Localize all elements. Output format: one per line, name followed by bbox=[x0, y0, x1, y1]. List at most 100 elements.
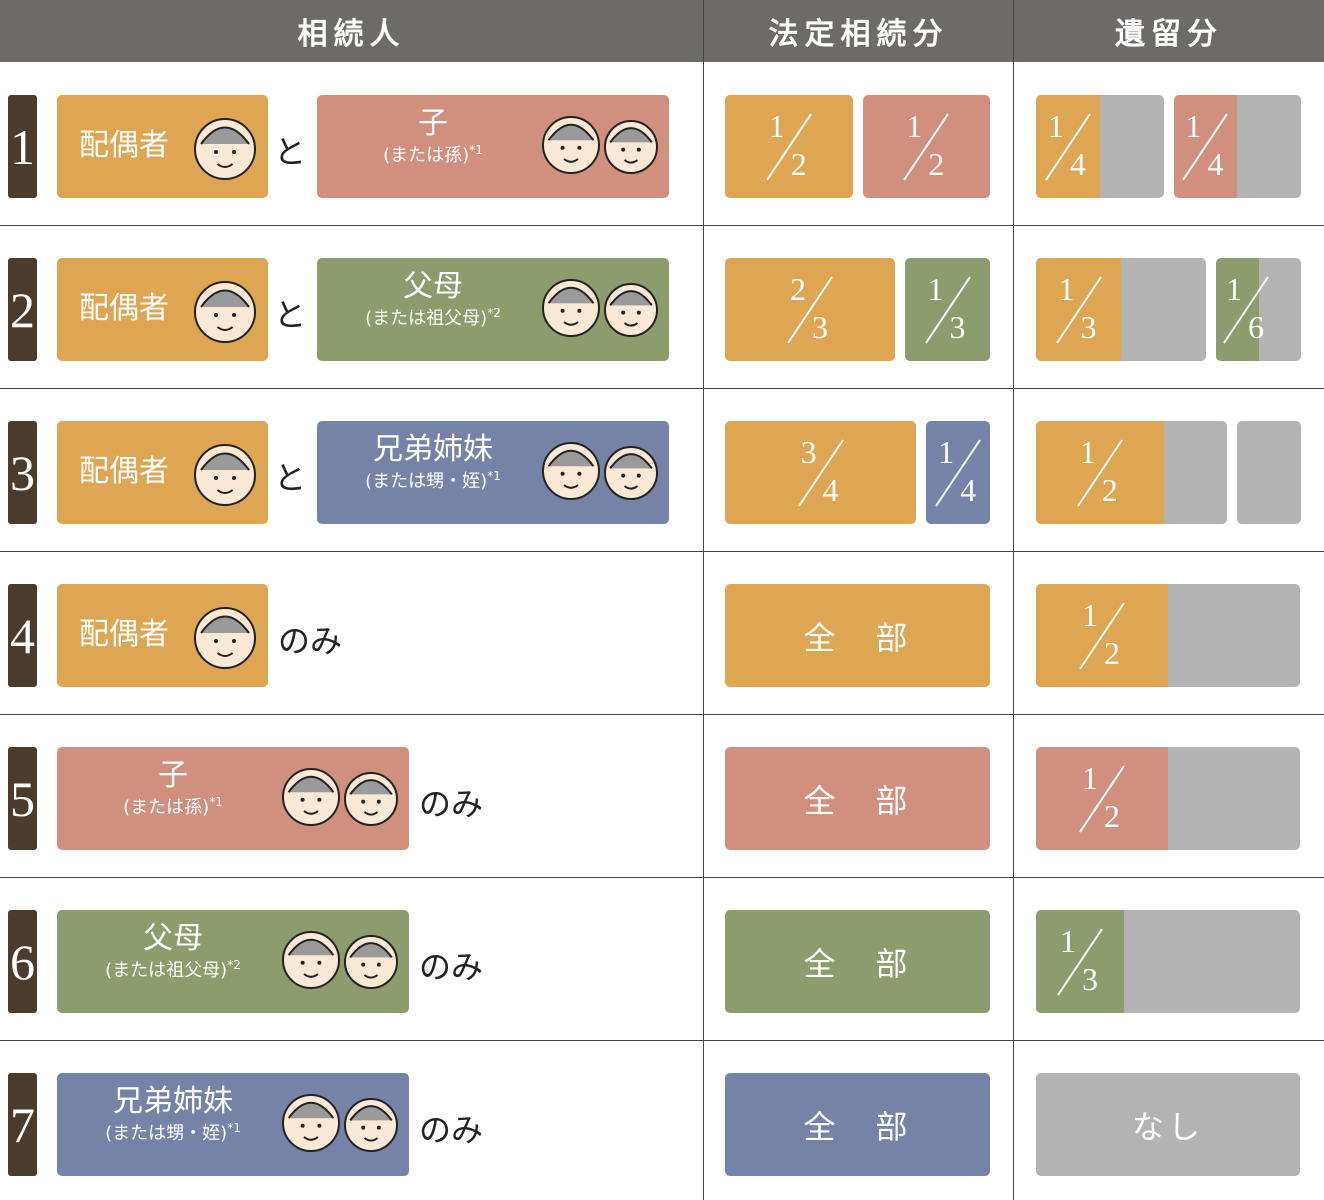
icon-part bbox=[636, 310, 641, 315]
fraction-slash bbox=[1057, 928, 1103, 996]
icon-part bbox=[200, 615, 250, 634]
icon-part bbox=[621, 473, 626, 478]
heir-box: 父母 (または祖父母)*2 bbox=[317, 258, 669, 361]
header-legal: 法定相続分 bbox=[704, 0, 1013, 62]
heir-note-text: (または祖父母) bbox=[105, 960, 228, 981]
icon-part bbox=[232, 476, 236, 480]
icon-part bbox=[349, 1105, 393, 1121]
row-line bbox=[0, 225, 1324, 226]
connector: のみ bbox=[419, 1111, 484, 1149]
heir-box: 兄弟姉妹 (または甥・姪)*1 bbox=[57, 1073, 409, 1176]
connector: のみ bbox=[419, 948, 484, 986]
icon-part bbox=[1076, 439, 1123, 507]
numerator: 1 bbox=[938, 434, 955, 470]
heir-note-text: (または甥・姪) bbox=[365, 471, 488, 492]
heir-note: (または孫)*1 bbox=[327, 141, 539, 167]
heir-box: 配偶者 bbox=[57, 95, 268, 198]
icon-part bbox=[303, 1136, 319, 1141]
heir-name: 配偶者 bbox=[79, 617, 169, 652]
icon-part bbox=[317, 797, 322, 802]
row-number: 1 bbox=[8, 95, 37, 198]
header-reserved: 遺留分 bbox=[1014, 0, 1324, 62]
icon-part bbox=[623, 322, 639, 327]
numerator: 2 bbox=[790, 271, 806, 307]
icon-part bbox=[547, 123, 595, 141]
face-icon bbox=[282, 1094, 340, 1152]
denominator: 2 bbox=[1101, 472, 1118, 508]
heir-note-text: (または甥・姪) bbox=[105, 1123, 228, 1144]
column-line bbox=[703, 0, 704, 1200]
denominator: 3 bbox=[812, 309, 828, 345]
connector: と bbox=[274, 296, 307, 334]
icon-part bbox=[1182, 113, 1229, 181]
icon-part bbox=[300, 1123, 305, 1128]
reserved-none: なし bbox=[1131, 1107, 1204, 1146]
face-icon bbox=[194, 118, 256, 180]
legal-share-box: 全 部 bbox=[725, 747, 990, 850]
icon-part bbox=[577, 145, 582, 150]
row-line bbox=[0, 1040, 1324, 1041]
fraction-slash bbox=[903, 113, 950, 181]
icon-part bbox=[903, 113, 950, 181]
icon-part bbox=[216, 163, 234, 168]
denominator: 4 bbox=[1207, 146, 1224, 182]
icon-part bbox=[563, 321, 579, 326]
face-icon bbox=[344, 1098, 398, 1152]
icon-part bbox=[216, 326, 234, 331]
icon-part bbox=[636, 147, 641, 152]
icon-part bbox=[214, 639, 218, 643]
heir-name: 父母 bbox=[403, 269, 463, 304]
heir-box: 父母 (または祖父母)*2 bbox=[57, 910, 409, 1013]
row-number: 4 bbox=[8, 584, 37, 687]
heir-box: 配偶者 bbox=[57, 421, 268, 524]
connector: のみ bbox=[419, 785, 484, 823]
icon-part bbox=[560, 471, 565, 476]
icon-part bbox=[623, 159, 639, 164]
icon-part bbox=[1079, 602, 1125, 670]
icon-part bbox=[924, 276, 971, 344]
heir-name: 配偶者 bbox=[79, 291, 169, 326]
icon-part bbox=[636, 473, 641, 478]
icon-part bbox=[317, 1123, 322, 1128]
icon-part bbox=[1223, 276, 1269, 344]
fraction-slash bbox=[935, 439, 981, 507]
face-icon bbox=[604, 120, 658, 174]
fraction-slash bbox=[1079, 765, 1125, 833]
icon-part bbox=[376, 799, 381, 804]
reserved-box: なし bbox=[1036, 1073, 1300, 1176]
face-icon bbox=[194, 281, 256, 343]
face-icon bbox=[282, 931, 340, 989]
icon-part bbox=[349, 779, 393, 795]
icon-part bbox=[1055, 276, 1102, 344]
face-icon bbox=[282, 768, 340, 826]
row-number: 3 bbox=[8, 421, 37, 524]
icon-part bbox=[216, 489, 234, 494]
heir-note-mark: *2 bbox=[487, 306, 501, 320]
legal-share-box: 全 部 bbox=[725, 1073, 990, 1176]
face-icon bbox=[194, 444, 256, 506]
icon-part bbox=[577, 471, 582, 476]
icon-part bbox=[363, 974, 379, 979]
icon-part bbox=[361, 962, 366, 967]
icon-part bbox=[376, 962, 381, 967]
row-line bbox=[0, 551, 1324, 552]
numerator: 1 bbox=[1082, 597, 1098, 633]
icon-part bbox=[623, 485, 639, 490]
icon-part bbox=[560, 308, 565, 313]
face-icon bbox=[542, 279, 600, 337]
heir-name: 子 bbox=[418, 106, 448, 141]
icon-part bbox=[765, 113, 812, 181]
legal-share-box: 全 部 bbox=[725, 910, 990, 1013]
